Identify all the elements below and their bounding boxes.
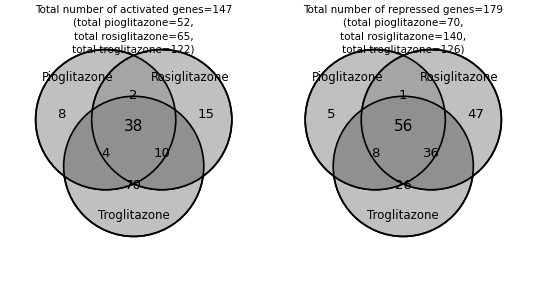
Circle shape	[64, 96, 204, 237]
Circle shape	[305, 49, 445, 190]
Circle shape	[35, 49, 176, 190]
Circle shape	[64, 96, 204, 237]
Text: 2: 2	[129, 89, 138, 102]
Text: 36: 36	[423, 147, 440, 160]
Text: 5: 5	[326, 108, 335, 122]
Text: Rosiglitazone: Rosiglitazone	[420, 71, 499, 84]
Text: 70: 70	[125, 178, 142, 192]
Circle shape	[64, 96, 204, 237]
Text: 47: 47	[467, 108, 484, 122]
Text: 1: 1	[399, 89, 408, 102]
Text: 26: 26	[395, 178, 412, 192]
Text: Pioglitazone: Pioglitazone	[311, 71, 383, 84]
Circle shape	[333, 96, 473, 237]
Text: 15: 15	[198, 108, 215, 122]
Circle shape	[305, 49, 445, 190]
Circle shape	[333, 96, 473, 237]
Circle shape	[361, 49, 502, 190]
Text: Troglitazone: Troglitazone	[98, 209, 170, 222]
Text: Pioglitazone: Pioglitazone	[42, 71, 113, 84]
Text: Total number of activated genes=147
(total pioglitazone=52,
total rosiglitazone=: Total number of activated genes=147 (tot…	[35, 5, 233, 55]
Circle shape	[305, 49, 445, 190]
Circle shape	[92, 49, 232, 190]
Circle shape	[361, 49, 502, 190]
Text: 38: 38	[124, 119, 143, 134]
Text: 8: 8	[57, 108, 66, 122]
Circle shape	[92, 49, 232, 190]
Text: 8: 8	[371, 147, 380, 160]
Text: 10: 10	[154, 147, 170, 160]
Text: 56: 56	[394, 119, 413, 134]
Text: 4: 4	[101, 147, 110, 160]
Text: Troglitazone: Troglitazone	[367, 209, 439, 222]
Circle shape	[35, 49, 176, 190]
Circle shape	[35, 49, 176, 190]
Circle shape	[333, 96, 473, 237]
Text: Total number of repressed genes=179
(total pioglitazone=70,
total rosiglitazone=: Total number of repressed genes=179 (tot…	[303, 5, 503, 55]
Text: Rosiglitazone: Rosiglitazone	[150, 71, 229, 84]
